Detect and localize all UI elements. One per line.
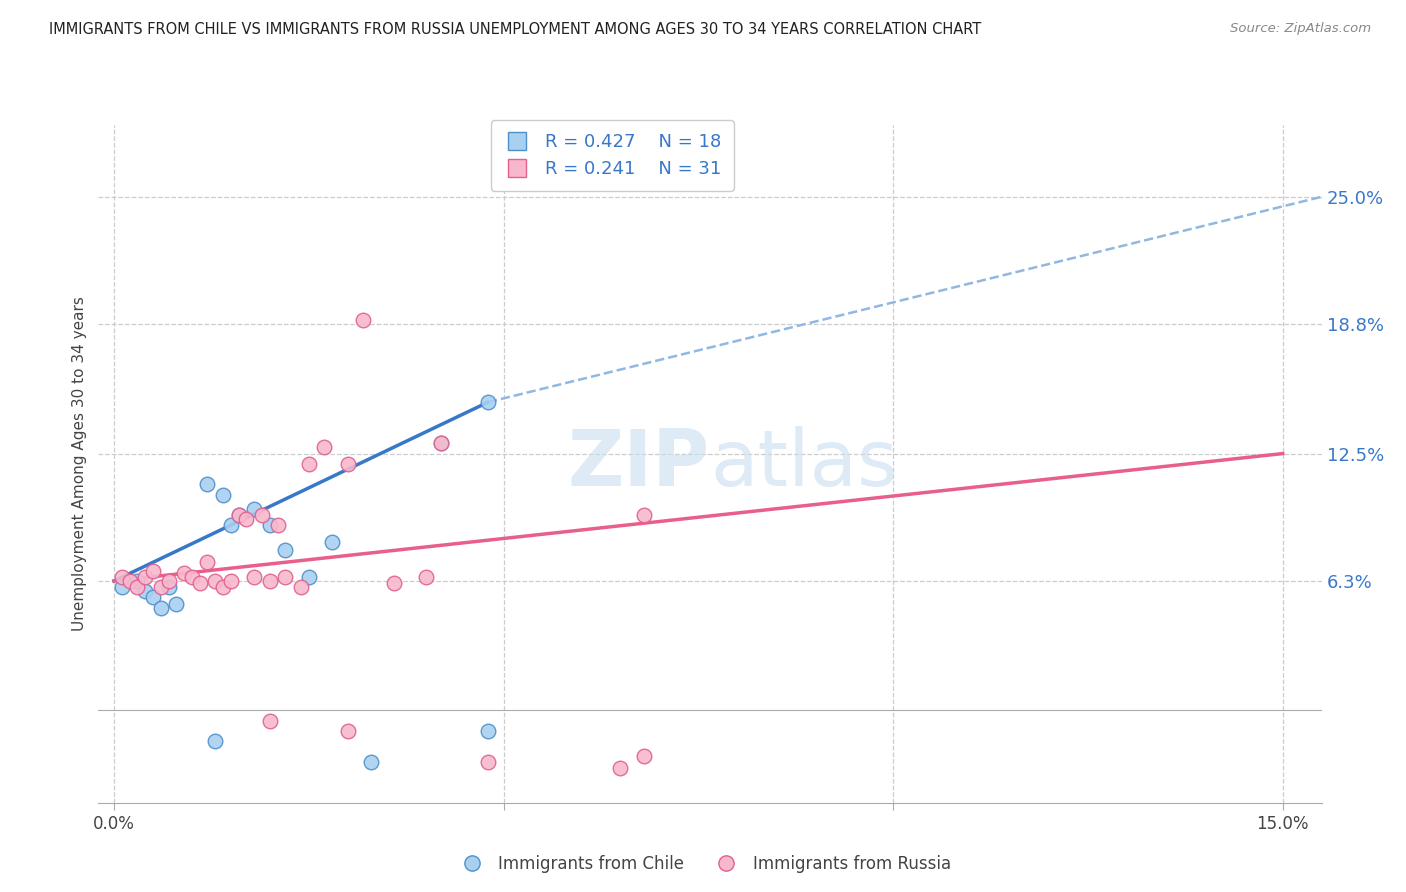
Point [212,580,235,594]
Point [266,518,288,533]
Point [235,512,257,526]
Point [259,714,281,728]
Point [274,570,297,584]
Point [477,395,499,409]
Y-axis label: Unemployment Among Ages 30 to 34 years: Unemployment Among Ages 30 to 34 years [72,296,87,632]
Point [149,580,172,594]
Text: IMMIGRANTS FROM CHILE VS IMMIGRANTS FROM RUSSIA UNEMPLOYMENT AMONG AGES 30 TO 34: IMMIGRANTS FROM CHILE VS IMMIGRANTS FROM… [49,22,981,37]
Legend: Immigrants from Chile, Immigrants from Russia: Immigrants from Chile, Immigrants from R… [449,848,957,880]
Legend: R = 0.427    N = 18, R = 0.241    N = 31: R = 0.427 N = 18, R = 0.241 N = 31 [491,120,734,191]
Point [212,488,235,502]
Point [134,584,156,599]
Point [259,518,281,533]
Point [228,508,250,523]
Point [298,570,321,584]
Point [219,574,242,588]
Point [111,570,134,584]
Point [127,574,149,588]
Point [228,508,250,523]
Text: ZIP: ZIP [568,425,710,502]
Point [384,576,406,591]
Point [157,574,180,588]
Point [142,591,165,605]
Text: atlas: atlas [710,425,897,502]
Point [134,570,156,584]
Point [197,556,219,570]
Point [127,580,149,594]
Point [157,580,180,594]
Point [430,436,453,450]
Point [111,580,134,594]
Point [149,600,172,615]
Point [477,723,499,738]
Point [219,518,242,533]
Point [321,535,343,549]
Point [633,748,655,763]
Point [336,723,359,738]
Point [336,457,359,471]
Point [165,597,187,611]
Point [298,457,321,471]
Point [352,313,374,327]
Point [188,576,211,591]
Point [118,574,141,588]
Point [360,755,382,769]
Point [274,543,297,558]
Point [173,566,195,580]
Point [430,436,453,450]
Text: Source: ZipAtlas.com: Source: ZipAtlas.com [1230,22,1371,36]
Point [290,580,312,594]
Point [259,574,281,588]
Point [609,761,631,775]
Point [477,755,499,769]
Point [243,570,266,584]
Point [250,508,273,523]
Point [243,502,266,516]
Point [633,508,655,523]
Point [197,477,219,491]
Point [180,570,202,584]
Point [142,564,165,578]
Point [415,570,437,584]
Point [314,441,336,455]
Point [204,734,226,748]
Point [204,574,226,588]
